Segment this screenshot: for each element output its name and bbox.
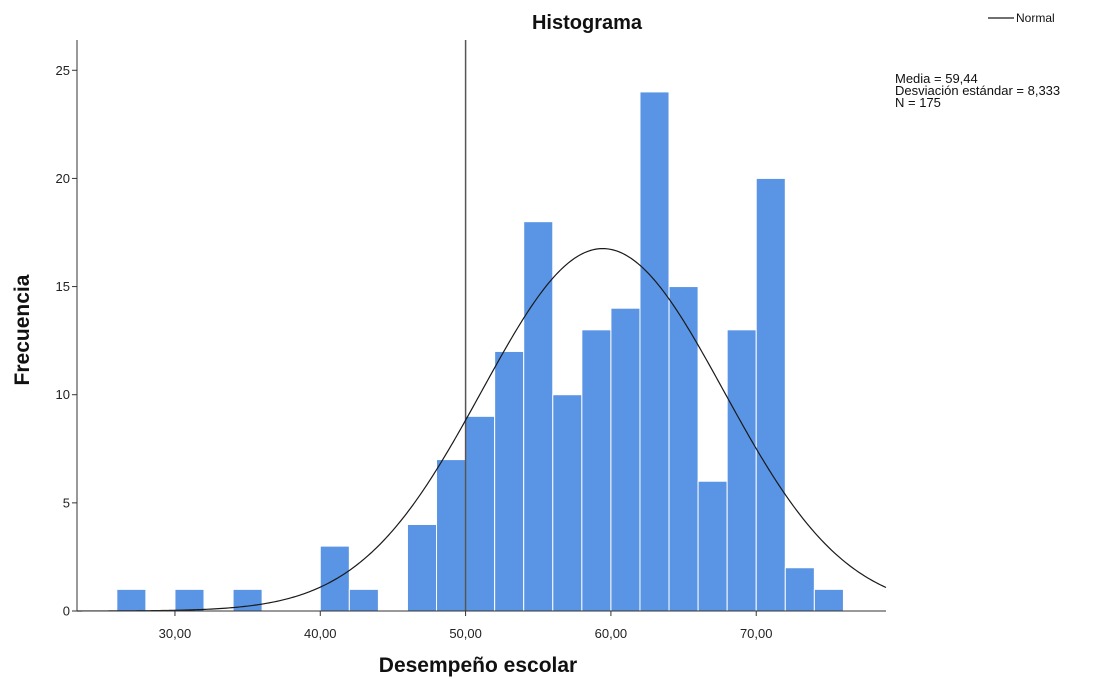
histogram-bar xyxy=(726,329,757,612)
y-tick-label: 15 xyxy=(56,279,70,294)
histogram-bar xyxy=(813,588,844,612)
axes: 30,00 40,00 50,00 60,00 70,00 0 5 10 15 20 25 xyxy=(56,40,886,641)
y-tick-label: 5 xyxy=(63,495,70,510)
histogram-bar xyxy=(436,459,467,612)
histogram-bar xyxy=(406,523,438,612)
histogram-bar xyxy=(668,286,699,612)
histogram-bar xyxy=(348,588,379,612)
histogram-bar xyxy=(552,394,583,612)
y-tick-label: 0 xyxy=(63,604,70,619)
histogram-bar xyxy=(581,329,612,612)
histogram-bar xyxy=(697,480,728,612)
histogram-bar xyxy=(610,307,641,612)
chart-title: Histograma xyxy=(532,12,643,34)
histogram-bars xyxy=(116,91,844,612)
stat-n: N = 175 xyxy=(895,95,941,110)
y-tick-label: 25 xyxy=(56,63,70,78)
histogram-bar xyxy=(755,177,786,612)
y-axis-label: Frecuencia xyxy=(11,274,34,385)
stat-std-dev: Desviación estándar = 8,333 xyxy=(895,83,1060,98)
legend-label-normal: Normal xyxy=(1016,11,1055,25)
y-tick-label: 20 xyxy=(56,171,70,186)
histogram-bar xyxy=(174,588,205,612)
stat-mean: Media = 59,44 xyxy=(895,71,978,86)
histogram-bar xyxy=(494,350,525,612)
histogram-bar xyxy=(784,567,815,612)
x-tick-label: 60,00 xyxy=(595,626,628,641)
x-tick-label: 40,00 xyxy=(304,626,337,641)
statistics-box: Media = 59,44 Desviación estándar = 8,33… xyxy=(895,71,1060,110)
x-tick-label: 30,00 xyxy=(159,626,192,641)
legend: Normal xyxy=(988,11,1055,25)
normal-curve-group xyxy=(77,247,887,612)
histogram-bar xyxy=(465,415,496,612)
x-axis-label: Desempeño escolar xyxy=(379,654,577,677)
histogram-bar xyxy=(639,91,670,612)
y-tick-label: 10 xyxy=(56,387,70,402)
x-tick-label: 70,00 xyxy=(740,626,773,641)
histogram-bar xyxy=(319,545,350,612)
normal-curve xyxy=(77,247,887,612)
histogram-bar xyxy=(116,588,147,612)
histogram-bar xyxy=(523,221,554,612)
x-tick-label: 50,00 xyxy=(449,626,482,641)
